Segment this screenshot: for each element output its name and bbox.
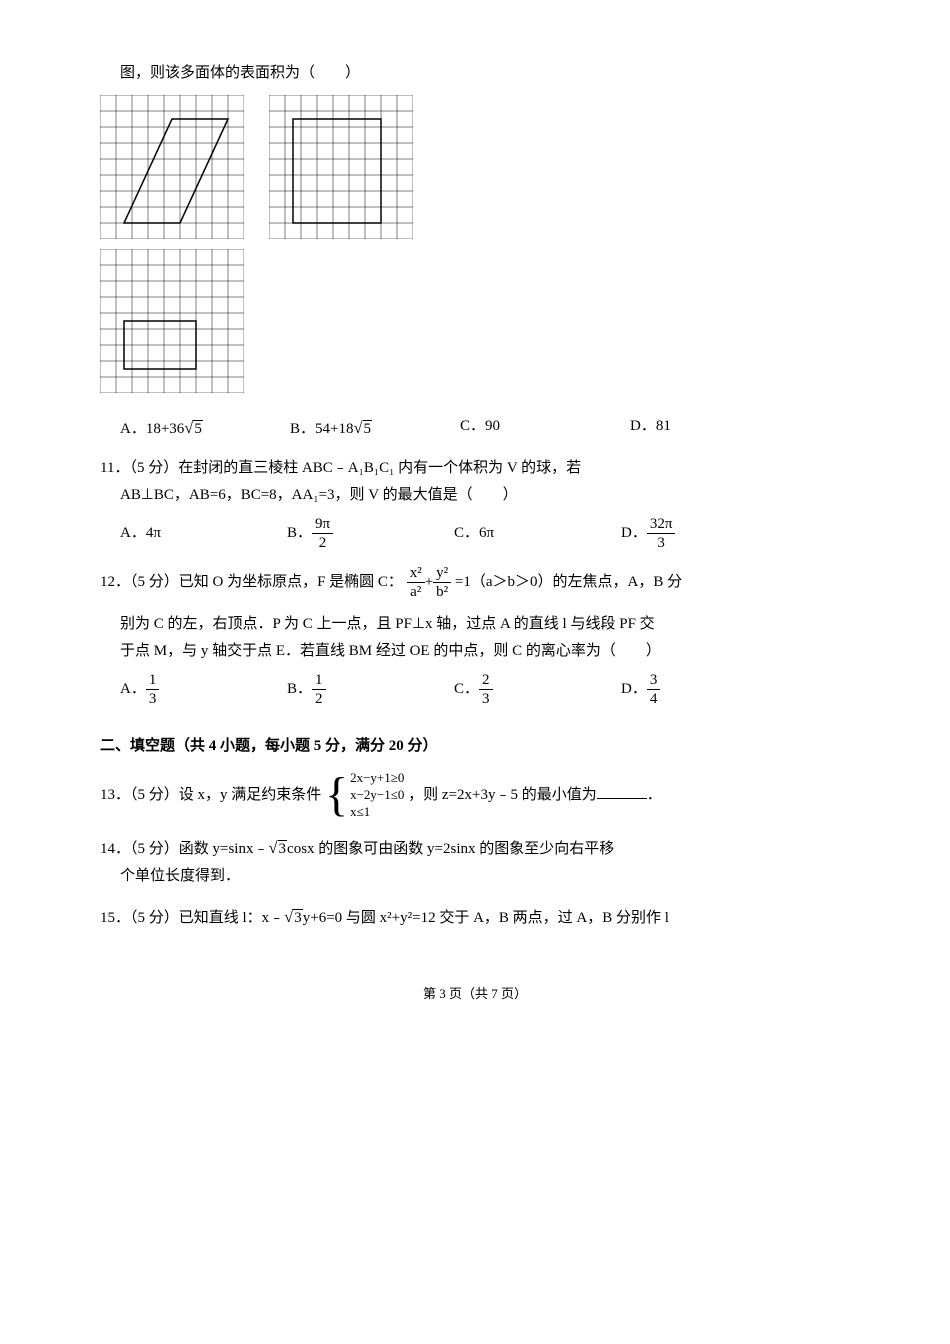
option-a: A．18+36√5 [120, 413, 290, 443]
question-14: 14．（5 分）函数 y=sinx﹣√3cosx 的图象可由函数 y=2sinx… [100, 833, 850, 890]
grid-parallelogram [100, 95, 244, 239]
q10-options: A．18+36√5 B．54+18√5 C．90 D．81 [120, 413, 850, 443]
question-11: 11．（5 分）在封闭的直三棱柱 ABC﹣A₁B₁C₁ 内有一个体积为 V 的球… [100, 455, 850, 552]
option-d: D．81 [630, 413, 800, 443]
question-15: 15．（5 分）已知直线 l：x﹣√3y+6=0 与圆 x²+y²=12 交于 … [100, 902, 850, 932]
option-b: B．54+18√5 [290, 413, 460, 443]
option-a: A．13 [120, 671, 287, 708]
option-d: D．32π3 [621, 515, 788, 552]
cases-bracket: { 2x−y+1≥0 x−2y−1≤0 x≤1 [325, 770, 404, 821]
question-12: 12．（5 分）已知 O 为坐标原点，F 是椭圆 C： x²a²+y²b² =1… [100, 564, 850, 708]
page-footer: 第 3 页（共 7 页） [100, 982, 850, 1005]
option-b: B．9π2 [287, 515, 454, 552]
option-c: C．90 [460, 413, 630, 443]
option-d: D．34 [621, 671, 788, 708]
q12-options: A．13 B．12 C．23 D．34 [120, 671, 850, 708]
option-a: A．4π [120, 515, 287, 552]
blank-fill [597, 785, 647, 799]
grid-row-1 [100, 95, 850, 239]
option-c: C．23 [454, 671, 621, 708]
option-c: C．6π [454, 515, 621, 552]
q11-options: A．4π B．9π2 C．6π D．32π3 [120, 515, 850, 552]
section-2-title: 二、填空题（共 4 小题，每小题 5 分，满分 20 分） [100, 733, 850, 760]
option-b: B．12 [287, 671, 454, 708]
intro-text: 图，则该多面体的表面积为（ ） [120, 60, 850, 87]
grid-small-rect [100, 249, 244, 393]
question-13: 13．（5 分）设 x，y 满足约束条件 { 2x−y+1≥0 x−2y−1≤0… [100, 770, 850, 821]
grid-row-2 [100, 249, 850, 393]
grid-rectangle [269, 95, 413, 239]
